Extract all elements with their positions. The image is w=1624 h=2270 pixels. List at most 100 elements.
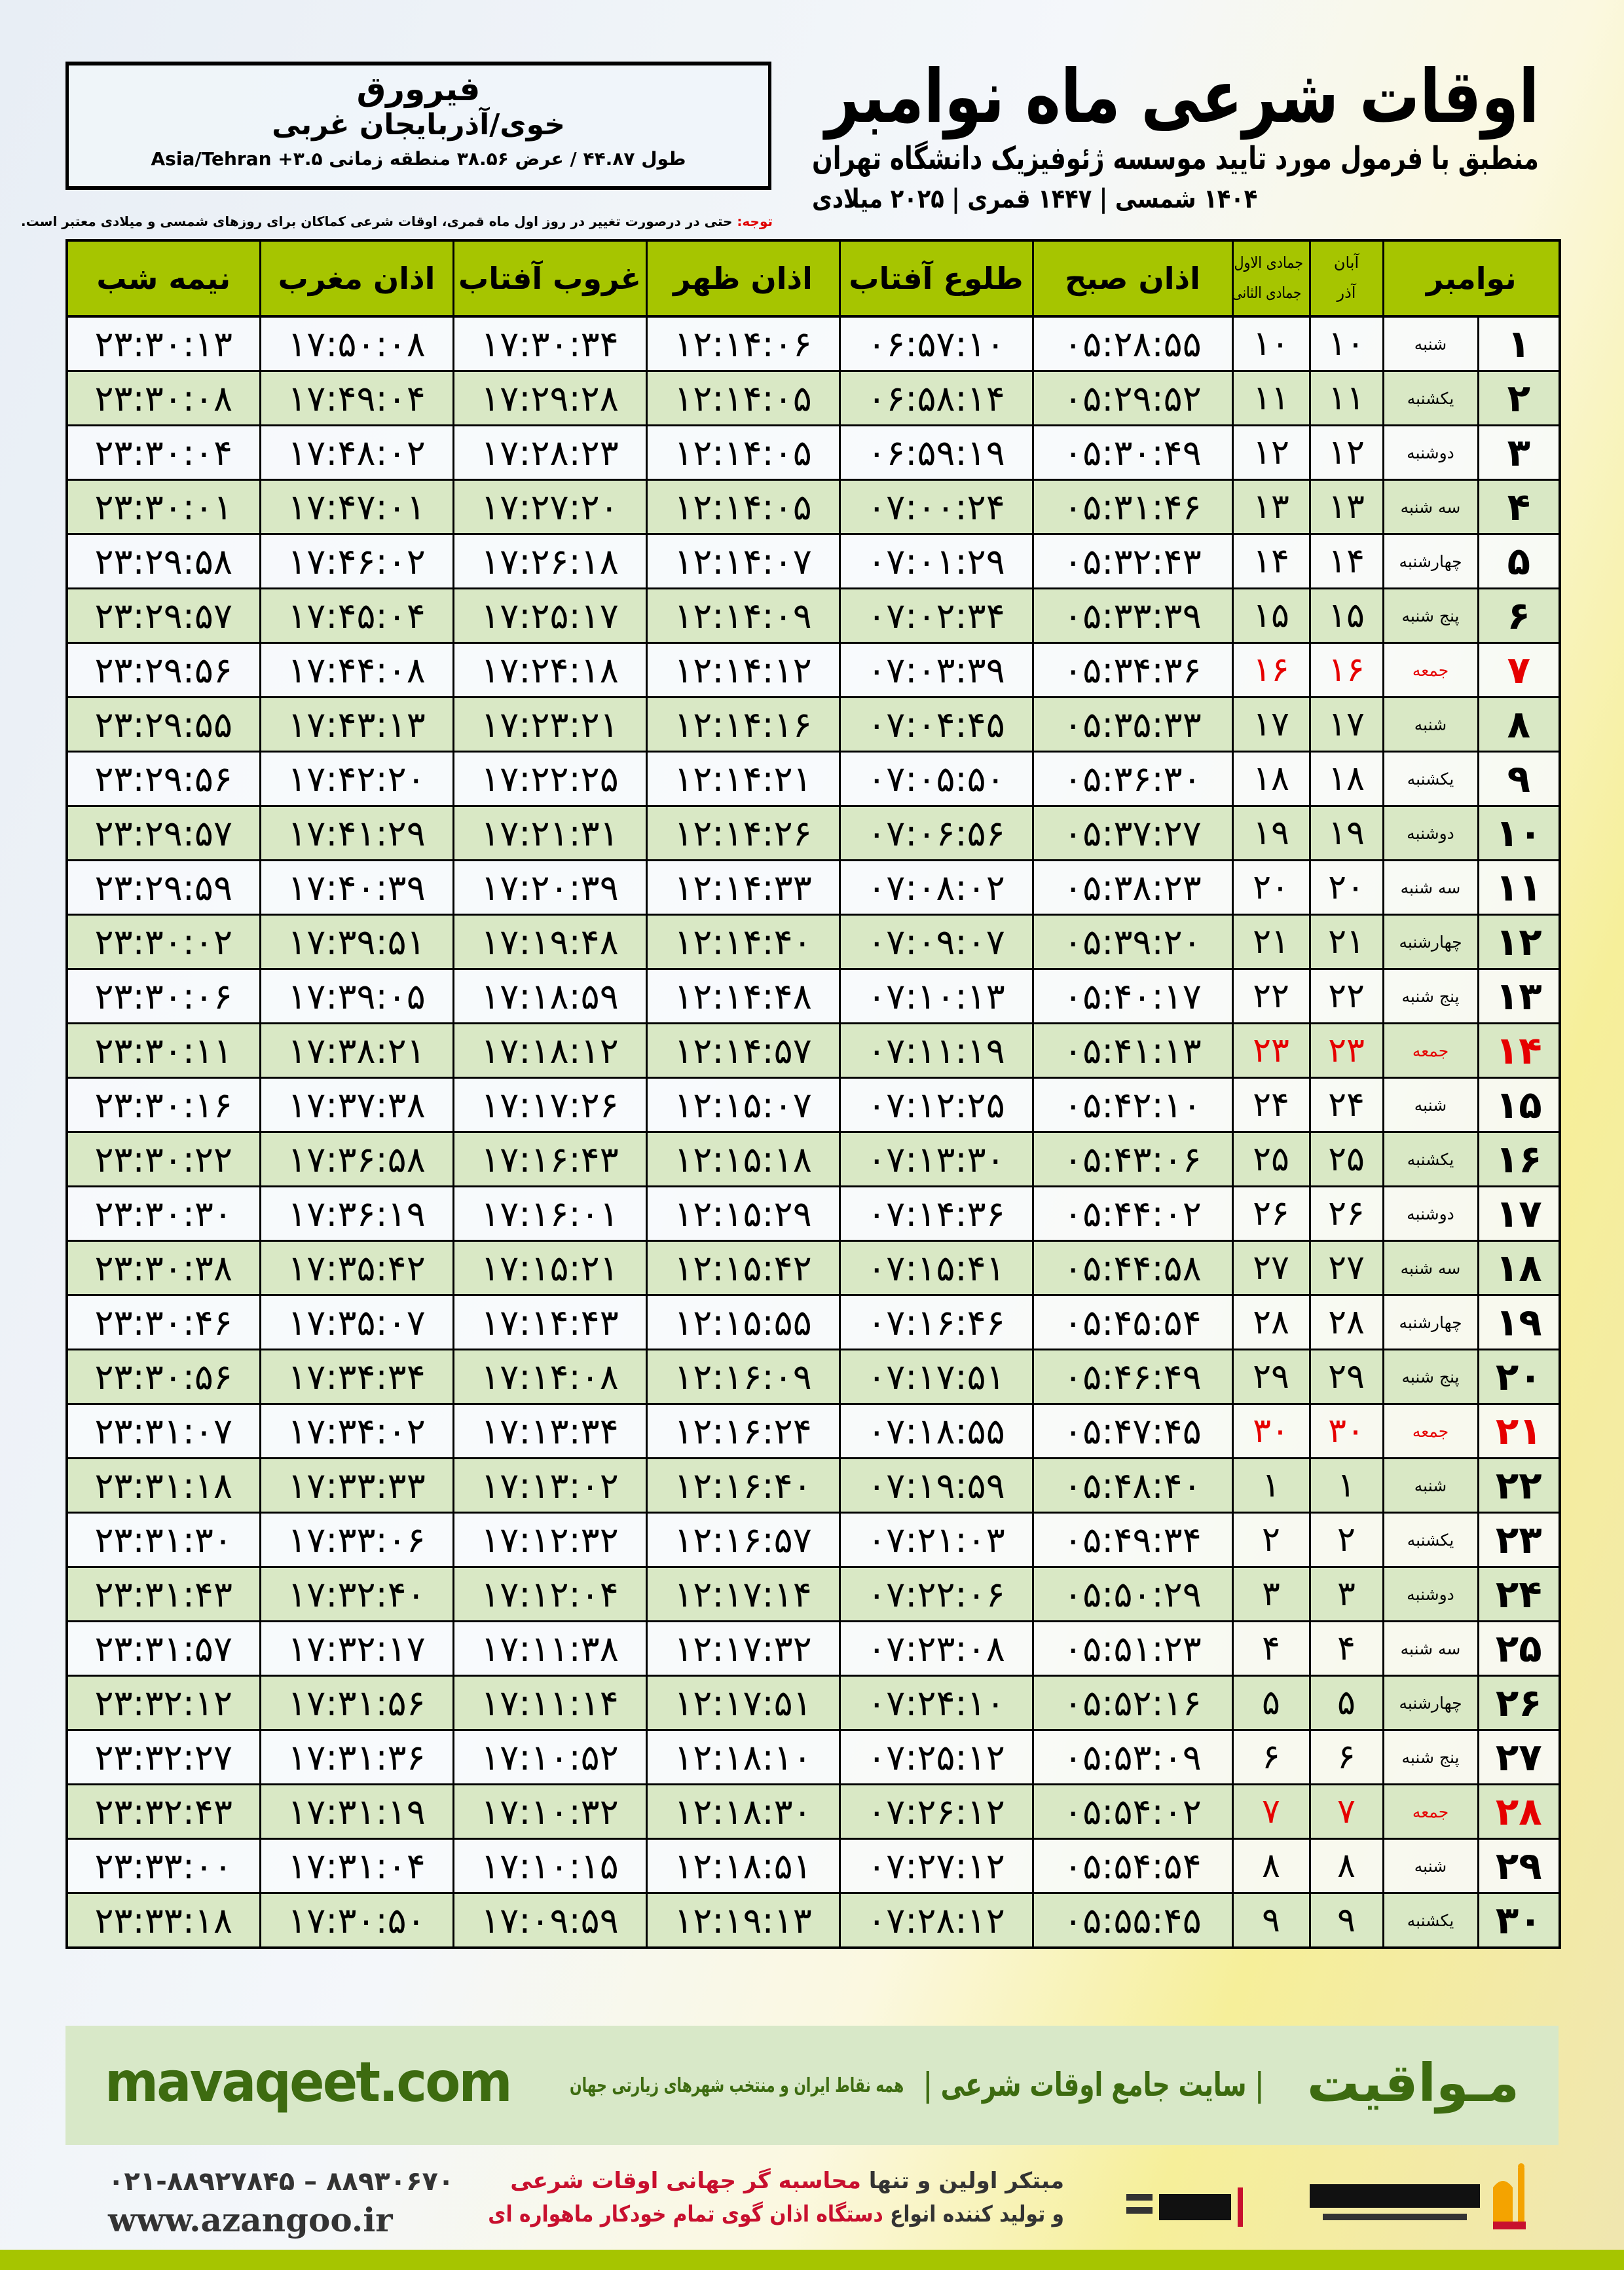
lunar-date: ۲۲ — [1231, 968, 1311, 1024]
sunset-time: ۱۷:۲۴:۱۸ — [452, 642, 648, 698]
sunset-time: ۱۷:۲۱:۳۱ — [452, 805, 648, 861]
table-row: ۱۱ سه شنبه ۲۰ ۲۰ ۰۵:۳۸:۲۳ ۰۷:۰۸:۰۲ ۱۲:۱۴:۳۳ ۱۷:… — [65, 859, 1561, 916]
midnight-time: ۲۳:۳۰:۴۶ — [65, 1294, 261, 1350]
weekday: پنج شنبه — [1382, 1729, 1479, 1785]
day-number: ۲۳ — [1477, 1512, 1561, 1568]
weekday: دوشنبه — [1382, 1566, 1479, 1622]
fajr-time: ۰۵:۴۴:۰۲ — [1031, 1185, 1234, 1242]
sunset-time: ۱۷:۱۳:۳۴ — [452, 1403, 648, 1459]
dhuhr-time: ۱۲:۱۴:۲۶ — [645, 805, 841, 861]
table-row: ۱۳ پنج شنبه ۲۲ ۲۲ ۰۵:۴۰:۱۷ ۰۷:۱۰:۱۳ ۱۲:۱۴:۴۸ ۱۷… — [65, 968, 1561, 1024]
lunar-date: ۱۱ — [1231, 370, 1311, 426]
maghrib-time: ۱۷:۳۵:۰۷ — [259, 1294, 454, 1350]
lunar-date: ۲۳ — [1231, 1022, 1311, 1079]
day-number: ۲۹ — [1477, 1838, 1561, 1894]
day-number: ۲۰ — [1477, 1349, 1561, 1405]
fajr-time: ۰۵:۳۸:۲۳ — [1031, 859, 1234, 916]
day-number: ۲۵ — [1477, 1620, 1561, 1677]
promo-line2: و تولید کننده انواع دستگاه اذان گوی تمام… — [488, 2198, 1064, 2231]
sunset-time: ۱۷:۱۲:۳۲ — [452, 1512, 648, 1568]
lunar-date: ۲۹ — [1231, 1349, 1311, 1405]
fajr-time: ۰۵:۵۰:۲۹ — [1031, 1566, 1234, 1622]
table-row: ۱۲ چهارشنبه ۲۱ ۲۱ ۰۵:۳۹:۲۰ ۰۷:۰۹:۰۷ ۱۲:۱۴:۴۰ ۱۷… — [65, 914, 1561, 970]
dhuhr-time: ۱۲:۱۴:۰۵ — [645, 479, 841, 535]
maghrib-time: ۱۷:۳۴:۳۴ — [259, 1349, 454, 1405]
dhuhr-time: ۱۲:۱۵:۴۲ — [645, 1240, 841, 1296]
fajr-time: ۰۵:۲۸:۵۵ — [1031, 315, 1234, 372]
fajr-time: ۰۵:۳۶:۳۰ — [1031, 751, 1234, 807]
midnight-time: ۲۳:۲۹:۵۸ — [65, 533, 261, 589]
solar-date: ۲۹ — [1308, 1349, 1384, 1405]
dhuhr-time: ۱۲:۱۷:۱۴ — [645, 1566, 841, 1622]
solar-date: ۲۲ — [1308, 968, 1384, 1024]
dhuhr-time: ۱۲:۱۵:۰۷ — [645, 1077, 841, 1133]
sunset-time: ۱۷:۲۹:۲۸ — [452, 370, 648, 426]
dhuhr-time: ۱۲:۱۴:۵۷ — [645, 1022, 841, 1079]
dhuhr-time: ۱۲:۱۴:۰۵ — [645, 370, 841, 426]
sunset-time: ۱۷:۳۰:۳۴ — [452, 315, 648, 372]
maghrib-time: ۱۷:۳۲:۱۷ — [259, 1620, 454, 1677]
sunrise-time: ۰۷:۱۳:۳۰ — [838, 1131, 1034, 1187]
solar-date: ۲۷ — [1308, 1240, 1384, 1296]
azangoo-url[interactable]: www.azangoo.ir — [108, 2201, 393, 2239]
dhuhr-time: ۱۲:۱۴:۳۳ — [645, 859, 841, 916]
dhuhr-time: ۱۲:۱۴:۴۰ — [645, 914, 841, 970]
table-row: ۱ شنبه ۱۰ ۱۰ ۰۵:۲۸:۵۵ ۰۶:۵۷:۱۰ ۱۲:۱۴:۰۶ ۱۷:۳۰:۳… — [65, 315, 1561, 372]
sunset-time: ۱۷:۱۴:۰۸ — [452, 1349, 648, 1405]
maghrib-time: ۱۷:۳۹:۵۱ — [259, 914, 454, 970]
weekday: چهارشنبه — [1382, 533, 1479, 589]
day-number: ۱ — [1477, 315, 1561, 372]
day-number: ۵ — [1477, 533, 1561, 589]
table-body: ۱ شنبه ۱۰ ۱۰ ۰۵:۲۸:۵۵ ۰۶:۵۷:۱۰ ۱۲:۱۴:۰۶ ۱۷:۳۰:۳… — [65, 315, 1561, 1949]
fajr-time: ۰۵:۳۲:۴۳ — [1031, 533, 1234, 589]
sunrise-time: ۰۷:۰۸:۰۲ — [838, 859, 1034, 916]
weekday: سه شنبه — [1382, 1620, 1479, 1677]
promo-line2-b: دستگاه اذان گوی تمام خودکار ماهواره ای — [488, 2201, 883, 2227]
maghrib-time: ۱۷:۳۵:۴۲ — [259, 1240, 454, 1296]
midnight-time: ۲۳:۳۲:۴۳ — [65, 1783, 261, 1840]
location-info-box: فیرورق خوی/آذربایجان غربی طول ۴۴.۸۷ / عر… — [65, 62, 771, 190]
mavaqeet-url[interactable]: mavaqeet.com — [105, 2050, 513, 2114]
table-row: ۵ چهارشنبه ۱۴ ۱۴ ۰۵:۳۲:۴۳ ۰۷:۰۱:۲۹ ۱۲:۱۴:۰۷ ۱۷:… — [65, 533, 1561, 589]
maghrib-time: ۱۷:۳۱:۰۴ — [259, 1838, 454, 1894]
midnight-time: ۲۳:۲۹:۵۶ — [65, 642, 261, 698]
page-title: اوقات شرعی ماه نوامبر — [824, 54, 1539, 140]
sunset-time: ۱۷:۱۰:۵۲ — [452, 1729, 648, 1785]
sunset-time: ۱۷:۲۲:۲۵ — [452, 751, 648, 807]
fajr-time: ۰۵:۳۹:۲۰ — [1031, 914, 1234, 970]
table-row: ۲۵ سه شنبه ۴ ۴ ۰۵:۵۱:۲۳ ۰۷:۲۳:۰۸ ۱۲:۱۷:۳۲ ۱۷:۱۱… — [65, 1620, 1561, 1677]
fajr-time: ۰۵:۳۴:۳۶ — [1031, 642, 1234, 698]
lunar-date: ۲۷ — [1231, 1240, 1311, 1296]
midnight-time: ۲۳:۳۱:۵۷ — [65, 1620, 261, 1677]
midnight-time: ۲۳:۳۰:۰۲ — [65, 914, 261, 970]
solar-date: ۱۱ — [1308, 370, 1384, 426]
fajr-time: ۰۵:۵۴:۰۲ — [1031, 1783, 1234, 1840]
maghrib-time: ۱۷:۴۴:۰۸ — [259, 642, 454, 698]
lunar-date: ۲ — [1231, 1512, 1311, 1568]
lunar-date: ۳۰ — [1231, 1403, 1311, 1459]
phone-numbers: ۰۲۱-۸۸۹۲۷۸۴۵ – ۸۸۹۳۰۶۷۰ — [108, 2167, 454, 2197]
maghrib-time: ۱۷:۳۱:۵۶ — [259, 1675, 454, 1731]
solar-date: ۲۶ — [1308, 1185, 1384, 1242]
lunar-date: ۱۹ — [1231, 805, 1311, 861]
lunar-date: ۱۴ — [1231, 533, 1311, 589]
dhuhr-time: ۱۲:۱۶:۰۹ — [645, 1349, 841, 1405]
weekday: شنبه — [1382, 1457, 1479, 1514]
midnight-time: ۲۳:۳۱:۴۳ — [65, 1566, 261, 1622]
day-number: ۱۰ — [1477, 805, 1561, 861]
midnight-time: ۲۳:۳۰:۰۴ — [65, 424, 261, 481]
header-sunset: غروب آفتاب — [452, 240, 648, 318]
day-number: ۱۳ — [1477, 968, 1561, 1024]
azangoo-logo — [1297, 2161, 1532, 2233]
maghrib-time: ۱۷:۳۱:۱۹ — [259, 1783, 454, 1840]
sunrise-time: ۰۷:۱۵:۴۱ — [838, 1240, 1034, 1296]
maghrib-time: ۱۷:۵۰:۰۸ — [259, 315, 454, 372]
maghrib-time: ۱۷:۴۳:۱۳ — [259, 696, 454, 753]
solar-date: ۱۵ — [1308, 587, 1384, 644]
table-row: ۱۶ یکشنبه ۲۵ ۲۵ ۰۵:۴۳:۰۶ ۰۷:۱۳:۳۰ ۱۲:۱۵:۱۸ ۱۷:۱… — [65, 1131, 1561, 1187]
weekday: یکشنبه — [1382, 1131, 1479, 1187]
table-row: ۲ یکشنبه ۱۱ ۱۱ ۰۵:۲۹:۵۲ ۰۶:۵۸:۱۴ ۱۲:۱۴:۰۵ ۱۷:۲۹… — [65, 370, 1561, 426]
table-row: ۲۷ پنج شنبه ۶ ۶ ۰۵:۵۳:۰۹ ۰۷:۲۵:۱۲ ۱۲:۱۸:۱۰ ۱۷:۱… — [65, 1729, 1561, 1785]
solar-date: ۲۸ — [1308, 1294, 1384, 1350]
weekday: یکشنبه — [1382, 1512, 1479, 1568]
